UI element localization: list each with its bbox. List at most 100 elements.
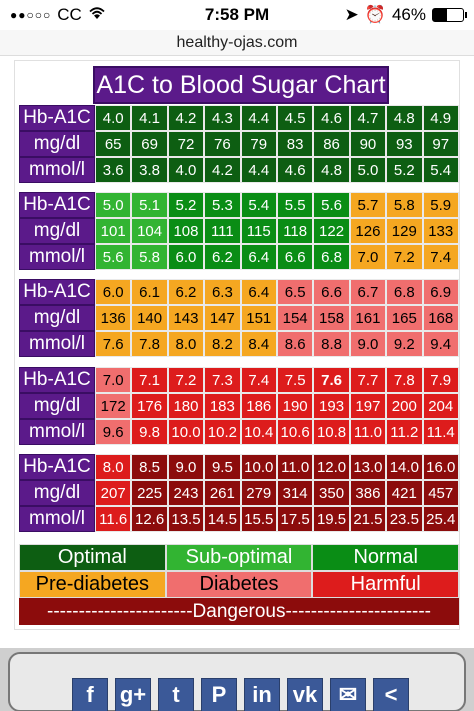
wifi-icon — [88, 5, 106, 25]
value-cell: 8.5 — [131, 454, 168, 480]
facebook-icon[interactable]: f — [72, 678, 108, 711]
value-cell: 19.5 — [313, 506, 350, 532]
row-a1c: Hb-A1C 6.0 6.1 6.2 6.3 6.4 6.5 6.6 6.7 6.8 6.9 — [19, 279, 459, 305]
google-plus-icon[interactable]: g+ — [115, 678, 151, 711]
value-cell: 6.2 — [167, 279, 205, 305]
value-cell: 12.6 — [131, 506, 168, 532]
value-cell: 9.8 — [131, 419, 168, 445]
value-cell: 17.5 — [276, 506, 314, 532]
value-cell: 4.7 — [349, 105, 387, 131]
row-mgdl: mg/dl 136 140 143 147 151 154 158 161 165 168 — [19, 305, 459, 331]
chart-block-3: Hb-A1C 6.0 6.1 6.2 6.3 6.4 6.5 6.6 6.7 6.8 6.9 mg/d… — [19, 279, 459, 357]
vk-icon[interactable]: vk — [287, 678, 323, 711]
value-cell: 118 — [276, 218, 314, 244]
value-cell: 6.8 — [386, 279, 423, 305]
share-icon[interactable]: < — [373, 678, 409, 711]
value-cell: 193 — [313, 393, 350, 419]
value-cell: 158 — [313, 305, 350, 331]
value-cell: 11.4 — [422, 419, 459, 445]
url-bar[interactable]: healthy-ojas.com — [0, 30, 474, 56]
value-cell: 5.6 — [95, 244, 132, 270]
value-cell: 23.5 — [386, 506, 423, 532]
value-cell: 3.8 — [131, 157, 168, 183]
value-cell: 7.5 — [276, 367, 314, 393]
value-cell: 5.2 — [386, 157, 423, 183]
value-cell: 350 — [313, 480, 350, 506]
value-cell: 7.4 — [422, 244, 459, 270]
twitter-icon[interactable]: t — [158, 678, 194, 711]
value-cell: 7.6 — [95, 331, 132, 357]
row-mmol: mmol/l 7.6 7.8 8.0 8.2 8.4 8.6 8.8 9.0 9.2 9.4 — [19, 331, 459, 357]
row-header-mmol: mmol/l — [19, 419, 95, 445]
value-cell: 6.8 — [313, 244, 350, 270]
value-cell: 9.0 — [167, 454, 205, 480]
value-cell: 76 — [204, 131, 241, 157]
value-cell: 186 — [240, 393, 277, 419]
value-cell: 7.2 — [167, 367, 205, 393]
value-cell: 172 — [95, 393, 132, 419]
row-mmol: mmol/l 3.6 3.8 4.0 4.2 4.4 4.6 4.8 5.0 5.2 5.4 — [19, 157, 459, 183]
value-cell: 108 — [167, 218, 205, 244]
row-mgdl: mg/dl 101 104 108 111 115 118 122 126 129 133 — [19, 218, 459, 244]
value-cell: 6.0 — [167, 244, 205, 270]
legend-row1: Optimal Sub-optimal Normal — [19, 544, 460, 571]
row-mgdl: mg/dl 65 69 72 76 79 83 86 90 93 97 — [19, 131, 459, 157]
value-cell: 168 — [422, 305, 459, 331]
value-cell: 5.8 — [386, 192, 423, 218]
row-header-a1c: Hb-A1C — [19, 454, 95, 480]
value-cell: 5.1 — [131, 192, 168, 218]
value-cell: 129 — [386, 218, 423, 244]
legend-item-suboptimal: Sub-optimal — [165, 544, 313, 571]
value-cell: 7.8 — [131, 331, 168, 357]
value-cell: 8.4 — [240, 331, 277, 357]
legend-item-normal: Normal — [312, 544, 460, 571]
legend-item-harmful: Harmful — [312, 571, 460, 598]
pinterest-icon[interactable]: P — [201, 678, 237, 711]
value-cell: 5.0 — [95, 192, 132, 218]
email-icon[interactable]: ✉ — [330, 678, 366, 711]
legend: Optimal Sub-optimal Normal Pre-diabetes Diab… — [19, 544, 460, 625]
value-cell: 14.0 — [386, 454, 423, 480]
value-cell: 111 — [204, 218, 241, 244]
value-cell: 11.6 — [95, 506, 132, 532]
value-cell: 5.4 — [422, 157, 459, 183]
value-cell: 93 — [386, 131, 423, 157]
value-cell: 4.6 — [313, 105, 350, 131]
legend-row2: Pre-diabetes Diabetes Harmful — [19, 571, 460, 598]
location-icon: ➤ — [344, 5, 359, 24]
value-cell: 10.6 — [276, 419, 314, 445]
value-cell: 8.0 — [167, 331, 205, 357]
value-cell: 69 — [131, 131, 168, 157]
value-cell: 4.4 — [240, 157, 277, 183]
value-cell: 13.0 — [349, 454, 387, 480]
value-cell: 10.4 — [240, 419, 277, 445]
battery-percent: 46% — [391, 5, 426, 24]
value-cell: 8.8 — [313, 331, 350, 357]
value-cell: 5.3 — [204, 192, 241, 218]
value-cell: 225 — [131, 480, 168, 506]
value-cell: 5.5 — [276, 192, 314, 218]
value-cell: 16.0 — [422, 454, 459, 480]
value-cell: 6.1 — [131, 279, 168, 305]
value-cell: 386 — [349, 480, 387, 506]
value-cell: 4.3 — [204, 105, 241, 131]
status-right: ➤ ⏰ 46% — [344, 5, 467, 25]
value-cell: 7.7 — [349, 367, 387, 393]
value-cell: 7.0 — [95, 367, 132, 393]
value-cell: 4.6 — [276, 157, 314, 183]
value-cell: 8.0 — [95, 454, 132, 480]
row-header-a1c: Hb-A1C — [19, 367, 95, 393]
row-a1c: Hb-A1C 4.0 4.1 4.2 4.3 4.4 4.5 4.6 4.7 4.8 4.9 — [19, 105, 459, 131]
value-cell: 126 — [349, 218, 387, 244]
value-cell: 4.1 — [131, 105, 168, 131]
battery-icon — [432, 8, 467, 22]
value-cell: 9.5 — [204, 454, 241, 480]
value-cell: 4.8 — [386, 105, 423, 131]
value-cell: 6.6 — [313, 279, 350, 305]
value-cell: 261 — [204, 480, 241, 506]
value-cell: 7.3 — [204, 367, 241, 393]
linkedin-icon[interactable]: in — [244, 678, 280, 711]
value-cell: 457 — [422, 480, 459, 506]
value-cell: 183 — [204, 393, 241, 419]
value-cell: 4.0 — [95, 105, 132, 131]
